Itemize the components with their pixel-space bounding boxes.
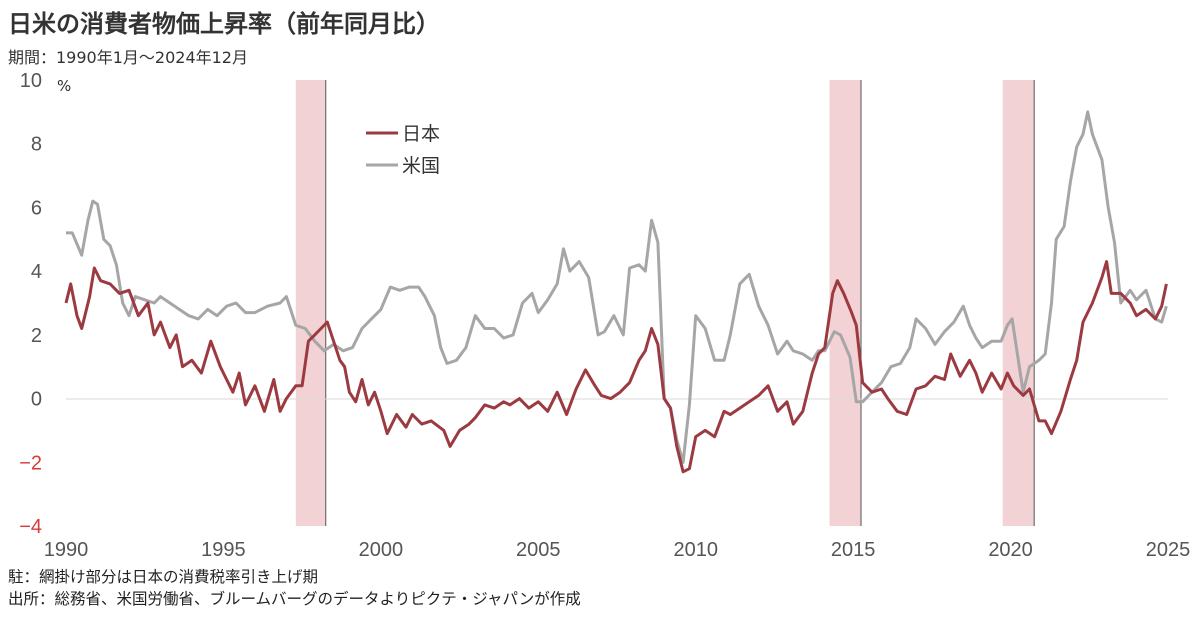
- y-tick-label-0: 10: [20, 70, 42, 92]
- legend: 日本 米国: [366, 123, 440, 177]
- y-tick-label-1: 8: [31, 134, 42, 156]
- page-title: 日米の消費者物価上昇率（前年同月比）: [8, 10, 440, 38]
- chart-period: 期間：1990年1月～2024年12月: [8, 48, 248, 67]
- tax-hike-shade-0: [295, 80, 326, 526]
- x-tick-label-1990: 1990: [44, 539, 89, 561]
- legend-label-japan: 日本: [402, 123, 440, 145]
- tax-hike-shading-group: [295, 80, 1035, 526]
- legend-label-us: 米国: [402, 155, 440, 177]
- series-line-japan: [64, 260, 1168, 474]
- x-tick-label-2010: 2010: [673, 539, 718, 561]
- x-tick-label-2000: 2000: [359, 539, 404, 561]
- x-tick-label-1995: 1995: [201, 539, 246, 561]
- y-tick-label-3: 4: [31, 261, 42, 283]
- y-axis-ticks: 10 8 6 4 2 0 −2 −4: [19, 70, 42, 538]
- tax-hike-shade-1: [829, 80, 862, 526]
- x-axis-ticks: 1990 1995 2000 2005 2010 2015 2020 2025: [44, 539, 1191, 561]
- x-tick-label-2005: 2005: [516, 539, 561, 561]
- x-tick-label-2020: 2020: [988, 539, 1033, 561]
- y-tick-label-4: 2: [31, 325, 42, 347]
- tax-hike-shade-2: [1002, 80, 1035, 526]
- y-tick-label-2: 6: [31, 197, 42, 219]
- y-tick-label-7: −4: [19, 516, 42, 538]
- chart-notes: 駐：網掛け部分は日本の消費税率引き上げ期 出所：総務省、米国労働省、ブルームバー…: [8, 566, 581, 610]
- source-note: 出所：総務省、米国労働省、ブルームバーグのデータよりピクテ・ジャパンが作成: [8, 590, 581, 608]
- y-axis-unit: %: [57, 77, 71, 95]
- x-tick-label-2015: 2015: [831, 539, 876, 561]
- y-tick-label-5: 0: [31, 389, 42, 411]
- footnote: 駐：網掛け部分は日本の消費税率引き上げ期: [8, 568, 319, 586]
- x-tick-label-2025: 2025: [1146, 539, 1191, 561]
- series-lines: [64, 110, 1168, 474]
- series-line-us: [66, 110, 1168, 464]
- y-tick-label-6: −2: [19, 452, 42, 474]
